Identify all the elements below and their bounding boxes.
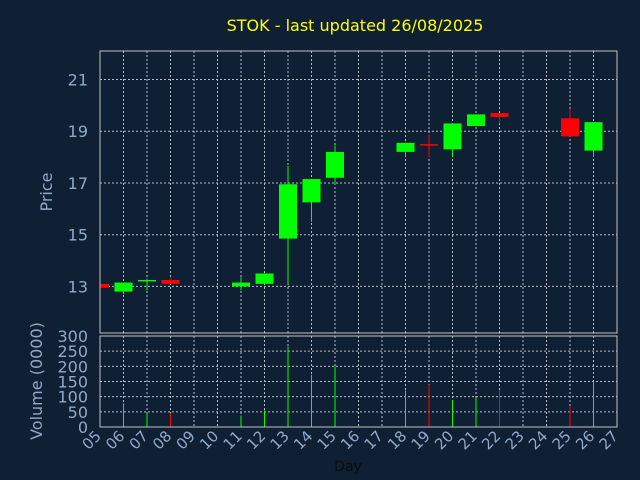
day-tick-label: 25 xyxy=(549,427,575,453)
candle-body xyxy=(490,113,509,117)
candle-body xyxy=(326,151,344,178)
candle-body xyxy=(232,282,250,287)
day-tick-label: 06 xyxy=(102,427,128,453)
day-tick-label: 16 xyxy=(337,427,363,453)
day-tick-label: 18 xyxy=(384,427,410,453)
volume-tick-label: 150 xyxy=(57,373,88,392)
day-tick-label: 17 xyxy=(361,427,387,453)
candle xyxy=(396,142,415,158)
candle-body xyxy=(443,123,462,150)
price-tick-label: 19 xyxy=(68,122,88,141)
candle xyxy=(255,273,274,284)
candle xyxy=(561,109,579,137)
candle xyxy=(467,114,485,127)
day-tick-label: 21 xyxy=(455,427,481,453)
day-tick-label: 27 xyxy=(596,427,622,453)
candle-body xyxy=(302,179,321,203)
volume-tick-label: 200 xyxy=(57,357,88,376)
price-tick-label: 21 xyxy=(68,70,88,89)
day-tick-label: 07 xyxy=(126,427,152,453)
price-tick-label: 13 xyxy=(68,277,88,296)
candle-body xyxy=(396,142,415,152)
day-tick-label: 15 xyxy=(314,427,340,453)
day-tick-label: 24 xyxy=(525,427,551,453)
day-tick-label: 23 xyxy=(502,427,528,453)
candle xyxy=(326,145,344,185)
candle xyxy=(114,282,133,295)
price-plot-frame xyxy=(99,50,618,334)
candle xyxy=(138,278,156,291)
candle-body xyxy=(255,273,274,284)
price-gridlines xyxy=(99,51,618,333)
day-tick-label: 13 xyxy=(267,427,293,453)
volume-plot-frame xyxy=(99,335,618,428)
day-tick-label: 12 xyxy=(243,427,269,453)
day-tick-label: 14 xyxy=(290,427,316,453)
candle-body xyxy=(584,122,603,151)
candle-body xyxy=(161,279,180,284)
candle-body xyxy=(561,118,579,137)
candle-body xyxy=(100,283,109,288)
volume-tick-label: 0 xyxy=(78,418,88,437)
candle-body xyxy=(279,184,297,239)
candle-body xyxy=(420,144,438,146)
chart-title: STOK - last updated 26/08/2025 xyxy=(227,16,484,35)
candle xyxy=(232,277,250,291)
candle xyxy=(443,123,462,158)
candle-body xyxy=(467,114,485,127)
day-x-ticks: 0506070809101112131415161718192021222324… xyxy=(79,427,622,453)
day-tick-label: 08 xyxy=(149,427,175,453)
day-axis-label: Day xyxy=(334,459,362,475)
day-tick-label: 10 xyxy=(196,427,222,453)
candle xyxy=(279,166,297,284)
candle xyxy=(490,113,509,124)
volume-tick-label: 300 xyxy=(57,327,88,346)
volume-tick-label: 250 xyxy=(57,342,88,361)
day-tick-label: 22 xyxy=(478,427,504,453)
candlesticks xyxy=(99,109,603,295)
day-tick-label: 19 xyxy=(408,427,434,453)
volume-axis-label: Volume (0000) xyxy=(27,322,46,440)
price-panel: 13 15 17 19 21 Price xyxy=(37,50,618,334)
candle xyxy=(584,122,603,158)
price-y-ticks: 13 15 17 19 21 xyxy=(68,70,88,296)
candle xyxy=(420,135,438,158)
price-axis-label: Price xyxy=(37,172,56,211)
volume-gridlines xyxy=(99,335,618,428)
day-tick-label: 20 xyxy=(431,427,457,453)
volume-tick-label: 50 xyxy=(68,403,88,422)
day-tick-label: 11 xyxy=(220,427,246,453)
candle-body xyxy=(138,279,156,282)
candle xyxy=(302,179,321,222)
day-tick-label: 09 xyxy=(173,427,199,453)
candle xyxy=(99,283,109,288)
price-tick-label: 15 xyxy=(68,226,88,245)
volume-tick-label: 100 xyxy=(57,388,88,407)
candle xyxy=(161,278,180,284)
volume-bars xyxy=(123,346,594,427)
candle-body xyxy=(114,282,133,292)
day-tick-label: 26 xyxy=(572,427,598,453)
price-tick-label: 17 xyxy=(68,174,88,193)
